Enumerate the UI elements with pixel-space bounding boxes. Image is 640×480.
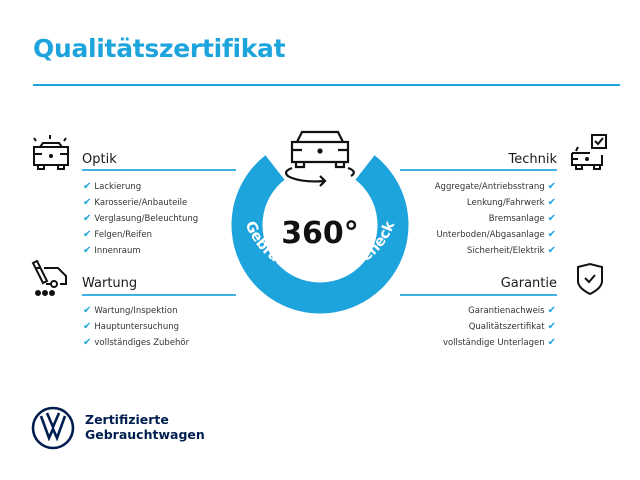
check-icon: ✔ <box>547 321 556 332</box>
optik-list: ✔ Lackierung ✔ Karosserie/Anbauteile ✔ Verg… <box>80 179 198 259</box>
service-van-icon <box>31 260 67 296</box>
list-item: ✔ vollständiges Zubehör <box>83 337 190 348</box>
check-icon: ✔ <box>83 321 92 332</box>
section-divider <box>400 169 557 171</box>
check-icon: ✔ <box>83 197 92 208</box>
vw-logo-icon <box>31 406 75 450</box>
section-title-technik: Technik <box>508 152 558 167</box>
section-divider <box>82 169 236 171</box>
section-divider <box>82 294 236 296</box>
check-icon: ✔ <box>83 181 92 192</box>
brand-text: Zertifizierte Gebrauchtwagen <box>85 412 205 442</box>
car-checkbox-icon <box>571 134 607 170</box>
check-icon: ✔ <box>83 305 92 316</box>
list-item: ✔ Verglasung/Beleuchtung <box>83 213 199 224</box>
brand-line-1: Zertifizierte <box>85 412 169 427</box>
section-title-optik: Optik <box>82 152 117 167</box>
car-lights-icon <box>33 135 69 170</box>
check-icon: ✔ <box>547 245 556 256</box>
list-item: ✔ Wartung/Inspektion <box>83 305 178 316</box>
check-icon: ✔ <box>547 305 556 316</box>
page-title: Qualitätszertifikat <box>33 34 286 63</box>
section-title-wartung: Wartung <box>82 276 138 291</box>
wartung-list: ✔ Wartung/Inspektion ✔ Hauptuntersuchung ✔… <box>80 303 189 351</box>
list-item: ✔ Hauptuntersuchung <box>83 321 179 332</box>
check-icon: ✔ <box>547 229 556 240</box>
section-title-garantie: Garantie <box>500 276 557 291</box>
badge-ring <box>231 155 409 314</box>
check-icon: ✔ <box>83 337 92 348</box>
title-divider <box>33 84 620 86</box>
list-item: ✔ Lackierung <box>83 181 142 192</box>
list-item: ✔ Felgen/Reifen <box>83 229 153 240</box>
check-icon: ✔ <box>547 197 556 208</box>
list-item: vollständige Unterlagen ✔ <box>442 337 556 348</box>
check-icon: ✔ <box>547 213 556 224</box>
section-divider <box>400 294 557 296</box>
car-rotate-icon <box>284 130 355 187</box>
list-item: ✔ Innenraum <box>83 245 141 256</box>
garantie-list: Garantienachweis ✔ Qualitätszertifikat ✔ v… <box>443 303 559 351</box>
check-icon: ✔ <box>83 245 92 256</box>
technik-list: Aggregate/Antriebsstrang ✔ Lenkung/Fahrwe… <box>435 179 559 259</box>
list-item: Qualitätszertifikat ✔ <box>468 321 556 332</box>
list-item: Unterboden/Abgasanlage ✔ <box>436 229 556 240</box>
list-item: Garantienachweis ✔ <box>468 305 556 316</box>
brand-line-2: Gebrauchtwagen <box>85 427 205 442</box>
check-icon: ✔ <box>83 229 92 240</box>
list-item: Sicherheit/Elektrik ✔ <box>467 245 556 256</box>
badge-value: 360° <box>281 216 359 251</box>
list-item: Bremsanlage ✔ <box>488 213 556 224</box>
check-icon: ✔ <box>547 181 556 192</box>
list-item: ✔ Karosserie/Anbauteile <box>83 197 188 208</box>
list-item: Aggregate/Antriebsstrang ✔ <box>434 181 556 192</box>
check-icon: ✔ <box>547 337 556 348</box>
check-icon: ✔ <box>83 213 92 224</box>
shield-check-icon <box>577 262 603 296</box>
list-item: Lenkung/Fahrwerk ✔ <box>466 197 556 208</box>
